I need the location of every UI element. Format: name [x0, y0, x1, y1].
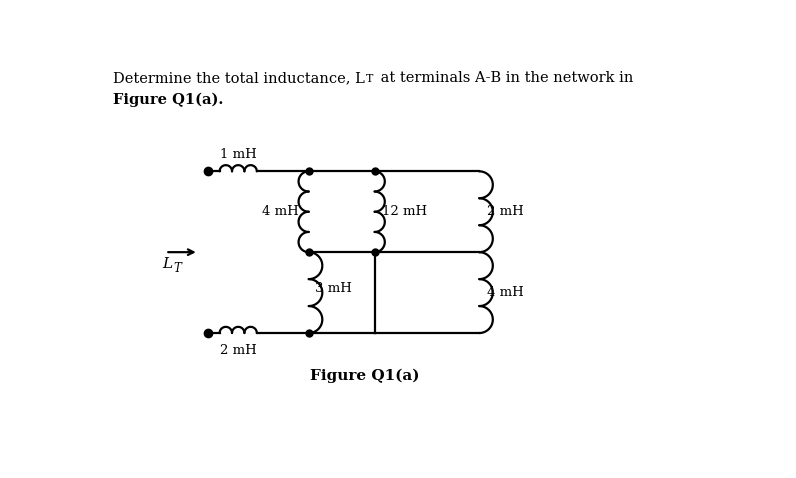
Text: T: T — [174, 261, 181, 274]
Text: Determine the total inductance, L: Determine the total inductance, L — [114, 71, 365, 85]
Text: Figure Q1(a): Figure Q1(a) — [310, 369, 419, 383]
Text: 2 mH: 2 mH — [487, 205, 524, 218]
Text: 2 mH: 2 mH — [220, 344, 256, 357]
Text: 4 mH: 4 mH — [262, 205, 298, 218]
Text: at terminals A-B in the network in: at terminals A-B in the network in — [377, 71, 634, 85]
Text: L: L — [162, 258, 173, 272]
Text: 4 mH: 4 mH — [487, 286, 524, 299]
Text: 1 mH: 1 mH — [220, 148, 256, 161]
Text: 12 mH: 12 mH — [382, 205, 427, 218]
Text: Figure Q1(a).: Figure Q1(a). — [114, 93, 224, 107]
Text: T: T — [366, 74, 373, 84]
Text: 3 mH: 3 mH — [315, 282, 352, 295]
